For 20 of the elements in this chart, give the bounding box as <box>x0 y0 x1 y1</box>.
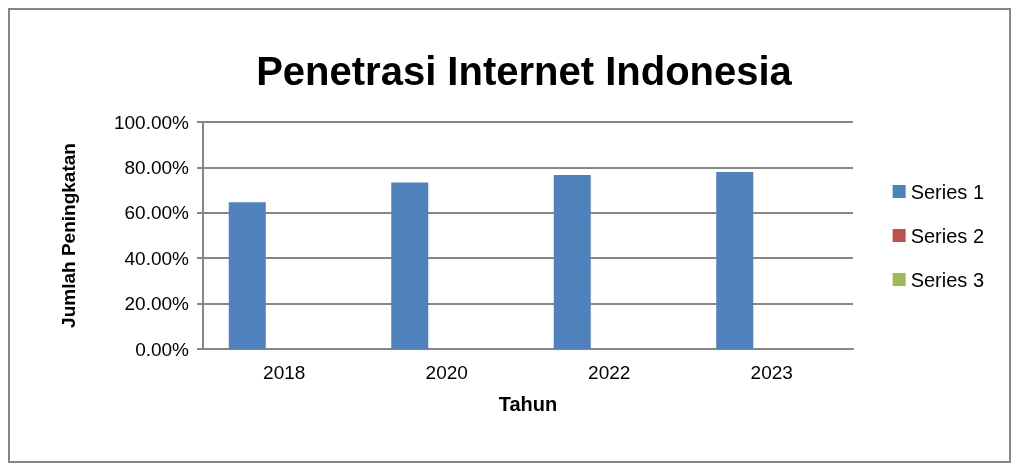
chart-title: Penetrasi Internet Indonesia <box>256 49 793 93</box>
y-tick-label: 60.00% <box>124 202 190 224</box>
legend-label: Series 2 <box>910 224 985 247</box>
y-tick-label: 20.00% <box>124 293 190 315</box>
x-tick-label: 2018 <box>263 362 306 383</box>
bar <box>391 182 429 349</box>
y-tick-label: 80.00% <box>124 156 190 178</box>
legend-label: Series 1 <box>910 180 985 203</box>
x-tick-label: 2022 <box>588 362 631 383</box>
x-axis-title: Tahun <box>498 393 558 415</box>
legend-label: Series 3 <box>910 268 985 291</box>
bar <box>228 202 266 349</box>
y-tick-label: 100.00% <box>113 111 190 133</box>
bar <box>716 171 754 349</box>
y-tick-label: 40.00% <box>124 247 190 269</box>
x-tick-label: 2023 <box>750 362 793 383</box>
x-tick-label: 2020 <box>425 362 468 383</box>
y-axis-title: Jumlah Peningkatan <box>58 143 79 328</box>
bar <box>553 175 591 349</box>
y-tick-label: 0.00% <box>135 338 190 360</box>
